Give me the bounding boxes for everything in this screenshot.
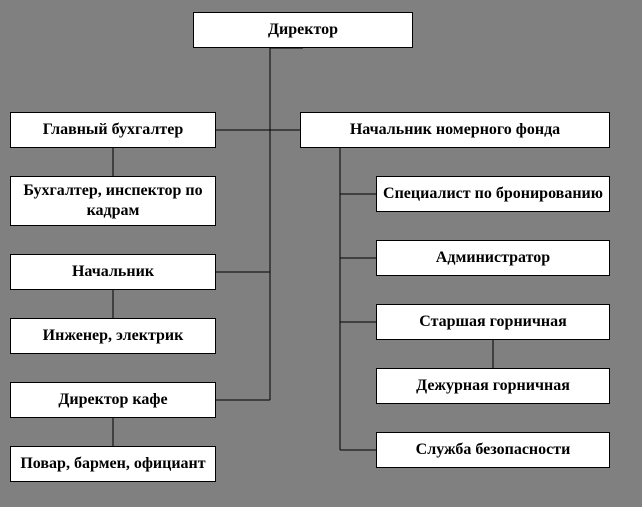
node-label: Старшая горничная (419, 312, 567, 332)
node-label: Повар, бармен, официант (20, 454, 205, 474)
node-duty_maid: Дежурная горничная (376, 368, 610, 404)
node-chief_eng: Начальник (10, 254, 216, 290)
node-label: Начальник (72, 262, 154, 282)
node-label: Бухгалтер, инспектор по кадрам (15, 181, 211, 221)
node-security: Служба безопасности (376, 432, 610, 468)
node-label: Инженер, электрик (43, 326, 184, 346)
node-label: Служба безопасности (416, 440, 571, 460)
node-label: Директор кафе (58, 390, 167, 410)
org-chart: Директор Главный бухгалтер Бухгалтер, инсп… (0, 0, 642, 507)
node-label: Администратор (436, 248, 550, 268)
node-admin: Администратор (376, 240, 610, 276)
node-sr_maid: Старшая горничная (376, 304, 610, 340)
node-acct_hr: Бухгалтер, инспектор по кадрам (10, 176, 216, 226)
node-cafe_dir: Директор кафе (10, 382, 216, 418)
node-rooms_head: Начальник номерного фонда (300, 112, 610, 148)
node-label: Директор (268, 20, 338, 40)
node-chief_acct: Главный бухгалтер (10, 112, 216, 148)
node-booking: Специалист по бронированию (376, 176, 610, 212)
node-label: Специалист по бронированию (383, 184, 603, 204)
node-label: Главный бухгалтер (43, 120, 184, 140)
node-label: Начальник номерного фонда (350, 120, 560, 140)
node-cook_bar: Повар, бармен, официант (10, 446, 216, 482)
node-eng_elec: Инженер, электрик (10, 318, 216, 354)
node-label: Дежурная горничная (416, 376, 570, 396)
node-director: Директор (193, 12, 413, 48)
